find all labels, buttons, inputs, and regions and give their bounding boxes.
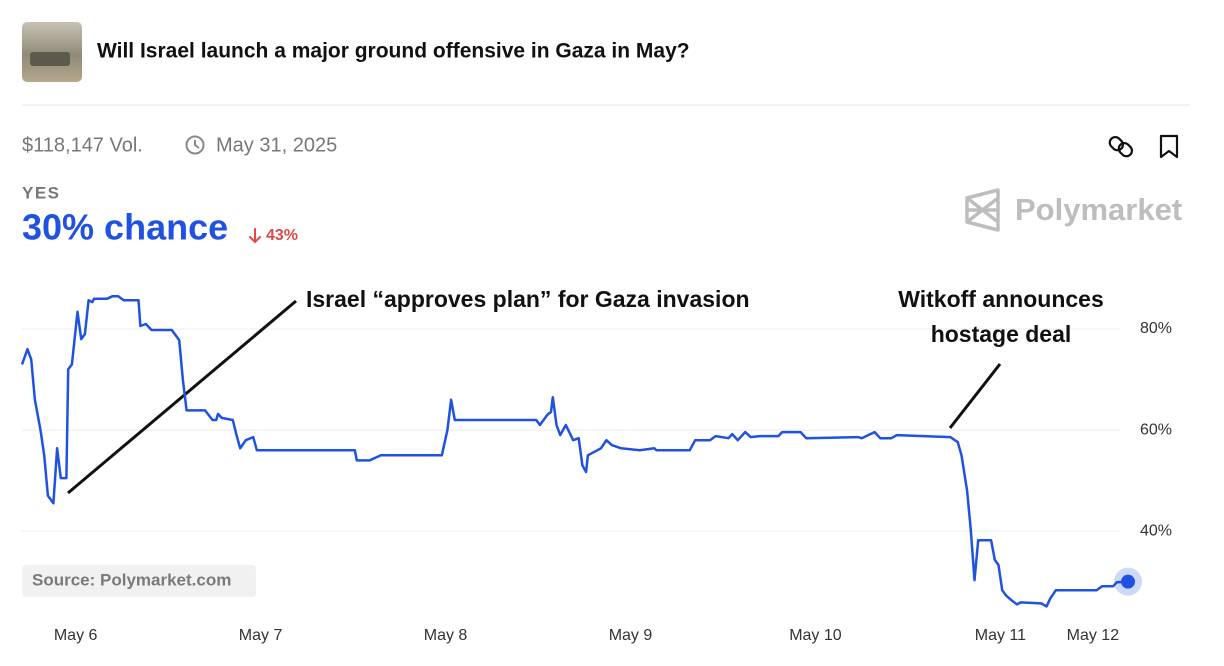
brand: Polymarket xyxy=(1015,192,1182,227)
outcome-label: YES xyxy=(22,183,61,202)
x-tick-label: May 9 xyxy=(609,627,653,644)
end-date: May 31, 2025 xyxy=(216,134,337,156)
price-line xyxy=(20,294,1129,608)
x-tick-label: May 7 xyxy=(239,627,283,644)
annotation-line xyxy=(948,363,1002,429)
x-tick-label: May 6 xyxy=(54,627,98,644)
bookmark-icon[interactable] xyxy=(1159,134,1179,159)
source: Source: Polymarket.com xyxy=(32,570,231,589)
x-tick-label: May 10 xyxy=(789,627,842,644)
link-icon[interactable] xyxy=(1108,135,1135,159)
x-tick-label: May 8 xyxy=(424,627,468,644)
thumbnail-detail xyxy=(30,52,70,66)
change: 43% xyxy=(266,227,298,244)
volume: $118,147 Vol. xyxy=(22,134,143,156)
chance: 30% chance xyxy=(22,207,228,248)
clock-icon xyxy=(185,135,205,155)
x-tick-label: May 12 xyxy=(1067,627,1120,644)
market-title: Will Israel launch a major ground offens… xyxy=(97,40,690,63)
brand-logo xyxy=(965,188,1000,232)
annotation: Witkoff announces xyxy=(898,286,1104,312)
x-tick-label: May 11 xyxy=(975,627,1026,644)
y-tick-label: 80% xyxy=(1140,320,1172,337)
source-badge xyxy=(22,565,256,597)
annotation: hostage deal xyxy=(931,321,1072,347)
annotation: Israel “approves plan” for Gaza invasion xyxy=(306,286,750,312)
end-dot xyxy=(1121,574,1135,589)
y-tick-label: 60% xyxy=(1140,421,1172,438)
y-tick-label: 40% xyxy=(1140,522,1172,539)
annotation-line xyxy=(67,299,297,495)
change-arrow xyxy=(249,228,261,244)
